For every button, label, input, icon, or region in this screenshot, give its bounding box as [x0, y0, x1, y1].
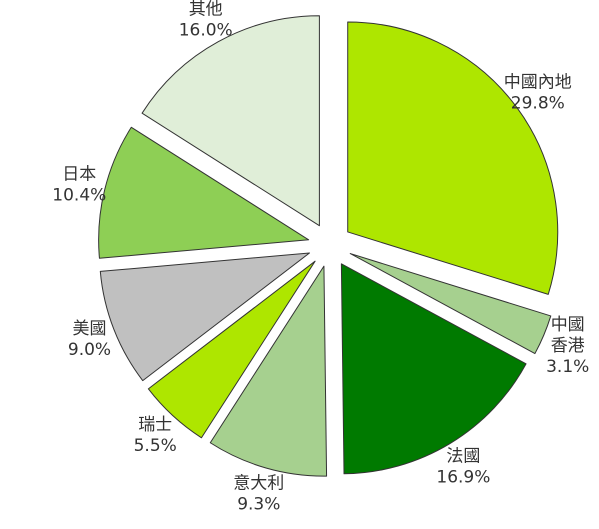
slice-value-france: 16.9% [436, 467, 490, 487]
slice-label-usa: 美國 9.0% [68, 319, 111, 360]
slice-name-others: 其他 [189, 0, 223, 19]
slice-name-mainland: 中國內地 [504, 73, 572, 93]
slice-name-hongkong: 香港 [551, 336, 585, 356]
slice-value-hongkong: 3.1% [546, 357, 589, 377]
pie-slice-mainland [347, 21, 559, 295]
pie-slice-france [340, 263, 527, 475]
pie-labels: 中國內地 29.8%中國香港 3.1%法國 16.9%意大利 9.3%瑞士 5.5%美國 9… [52, 0, 589, 515]
slice-label-hongkong: 中國香港 3.1% [546, 315, 589, 377]
slice-label-japan: 日本 10.4% [52, 165, 106, 206]
slice-name-switzerland: 瑞士 [138, 415, 172, 435]
pie-slice-hongkong [349, 253, 552, 355]
slice-name-italy: 意大利 [233, 474, 284, 494]
slice-label-mainland: 中國內地 29.8% [504, 73, 572, 114]
pie-slice-japan [98, 126, 310, 259]
pie-slice-usa [99, 252, 310, 382]
pie-slice-switzerland [147, 260, 316, 439]
slice-value-japan: 10.4% [52, 186, 106, 206]
slice-value-italy: 9.3% [237, 495, 280, 515]
slice-label-france: 法國 16.9% [436, 446, 490, 487]
slice-value-usa: 9.0% [68, 340, 111, 360]
pie-slice-others [141, 15, 320, 227]
slice-name-france: 法國 [446, 446, 480, 466]
slice-name-japan: 日本 [62, 165, 96, 185]
slice-name-usa: 美國 [73, 319, 107, 339]
slice-name-hongkong: 中國 [551, 315, 585, 335]
pie-slices [98, 15, 559, 477]
slice-value-others: 16.0% [179, 20, 233, 40]
slice-label-switzerland: 瑞士 5.5% [134, 415, 177, 456]
slice-value-mainland: 29.8% [511, 94, 565, 114]
slice-label-others: 其他 16.0% [179, 0, 233, 40]
slice-value-switzerland: 5.5% [134, 436, 177, 456]
slice-label-italy: 意大利 9.3% [233, 474, 284, 515]
pie-slice-italy [209, 265, 328, 477]
